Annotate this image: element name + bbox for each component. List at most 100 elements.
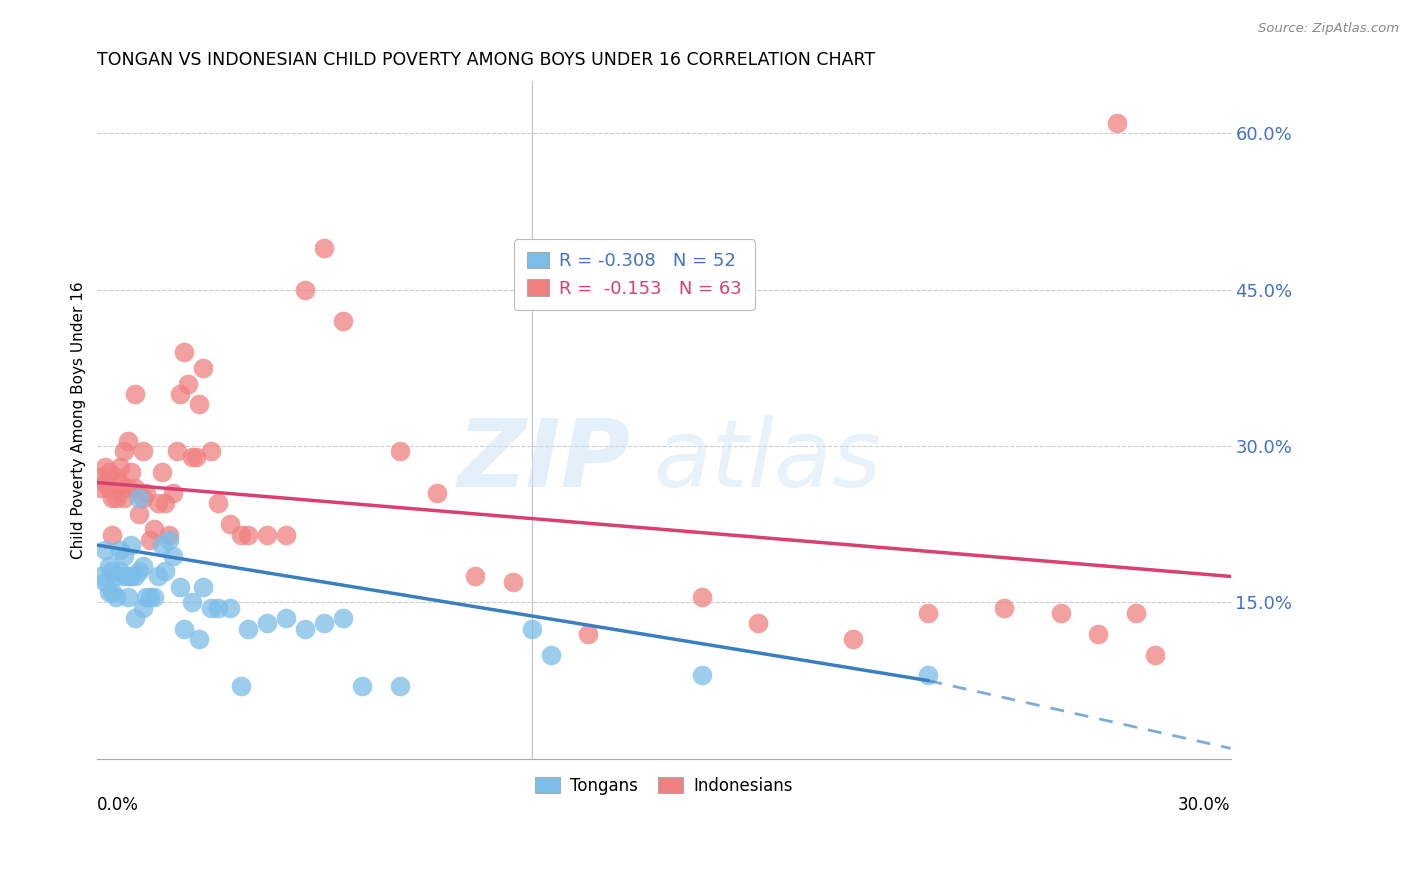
Point bbox=[128, 564, 150, 578]
Point bbox=[97, 559, 120, 574]
Point bbox=[520, 622, 543, 636]
Text: atlas: atlas bbox=[652, 415, 882, 507]
Point bbox=[276, 527, 298, 541]
Point bbox=[112, 549, 135, 563]
Point bbox=[1144, 648, 1167, 662]
Point bbox=[332, 611, 354, 625]
Point bbox=[207, 496, 229, 510]
Point bbox=[238, 527, 260, 541]
Point bbox=[218, 600, 240, 615]
Point bbox=[173, 345, 195, 359]
Point bbox=[117, 569, 139, 583]
Point bbox=[108, 460, 131, 475]
Point bbox=[191, 361, 214, 376]
Point bbox=[97, 585, 120, 599]
Point bbox=[135, 591, 157, 605]
Point bbox=[108, 475, 131, 490]
Point bbox=[842, 632, 865, 646]
Point bbox=[169, 387, 191, 401]
Point bbox=[101, 585, 124, 599]
Text: 30.0%: 30.0% bbox=[1178, 796, 1230, 814]
Point bbox=[188, 632, 211, 646]
Point bbox=[1107, 116, 1129, 130]
Point bbox=[173, 622, 195, 636]
Point bbox=[191, 580, 214, 594]
Point bbox=[426, 486, 449, 500]
Point bbox=[917, 606, 939, 620]
Point bbox=[188, 397, 211, 411]
Point bbox=[747, 616, 769, 631]
Point bbox=[131, 559, 153, 574]
Point bbox=[139, 533, 162, 547]
Point bbox=[162, 549, 184, 563]
Point bbox=[1125, 606, 1147, 620]
Point bbox=[90, 481, 112, 495]
Point bbox=[135, 486, 157, 500]
Point bbox=[218, 517, 240, 532]
Point bbox=[105, 591, 128, 605]
Point bbox=[124, 481, 146, 495]
Point bbox=[97, 465, 120, 479]
Text: TONGAN VS INDONESIAN CHILD POVERTY AMONG BOYS UNDER 16 CORRELATION CHART: TONGAN VS INDONESIAN CHILD POVERTY AMONG… bbox=[97, 51, 876, 69]
Point bbox=[180, 595, 202, 609]
Point bbox=[256, 616, 278, 631]
Point bbox=[90, 569, 112, 583]
Point bbox=[256, 527, 278, 541]
Y-axis label: Child Poverty Among Boys Under 16: Child Poverty Among Boys Under 16 bbox=[72, 281, 86, 559]
Point bbox=[146, 496, 169, 510]
Point bbox=[105, 491, 128, 506]
Point bbox=[993, 600, 1015, 615]
Point bbox=[690, 591, 713, 605]
Point bbox=[169, 580, 191, 594]
Point bbox=[200, 600, 222, 615]
Point bbox=[180, 450, 202, 464]
Point bbox=[312, 241, 335, 255]
Point bbox=[120, 569, 142, 583]
Point bbox=[101, 564, 124, 578]
Text: Source: ZipAtlas.com: Source: ZipAtlas.com bbox=[1258, 22, 1399, 36]
Point bbox=[105, 569, 128, 583]
Point bbox=[229, 527, 252, 541]
Point bbox=[94, 543, 117, 558]
Point bbox=[128, 507, 150, 521]
Point bbox=[101, 491, 124, 506]
Point bbox=[157, 527, 180, 541]
Point bbox=[112, 444, 135, 458]
Point bbox=[155, 564, 177, 578]
Point bbox=[124, 387, 146, 401]
Legend: Tongans, Indonesians: Tongans, Indonesians bbox=[529, 770, 800, 801]
Point bbox=[139, 591, 162, 605]
Point bbox=[207, 600, 229, 615]
Point bbox=[101, 527, 124, 541]
Point bbox=[131, 491, 153, 506]
Text: ZIP: ZIP bbox=[457, 415, 630, 507]
Point bbox=[184, 450, 207, 464]
Text: 0.0%: 0.0% bbox=[97, 796, 139, 814]
Point bbox=[200, 444, 222, 458]
Point bbox=[117, 434, 139, 448]
Point bbox=[177, 376, 200, 391]
Point bbox=[162, 486, 184, 500]
Point bbox=[94, 574, 117, 589]
Point bbox=[120, 465, 142, 479]
Point bbox=[332, 314, 354, 328]
Point bbox=[108, 564, 131, 578]
Point bbox=[540, 648, 562, 662]
Point bbox=[117, 591, 139, 605]
Point bbox=[166, 444, 188, 458]
Point bbox=[502, 574, 524, 589]
Point bbox=[312, 616, 335, 631]
Point bbox=[150, 538, 173, 552]
Point bbox=[155, 496, 177, 510]
Point bbox=[578, 626, 600, 640]
Point bbox=[143, 523, 166, 537]
Point bbox=[276, 611, 298, 625]
Point bbox=[388, 444, 411, 458]
Point bbox=[124, 611, 146, 625]
Point bbox=[1049, 606, 1071, 620]
Point bbox=[350, 679, 373, 693]
Point bbox=[112, 491, 135, 506]
Point bbox=[131, 600, 153, 615]
Point bbox=[94, 460, 117, 475]
Point bbox=[143, 591, 166, 605]
